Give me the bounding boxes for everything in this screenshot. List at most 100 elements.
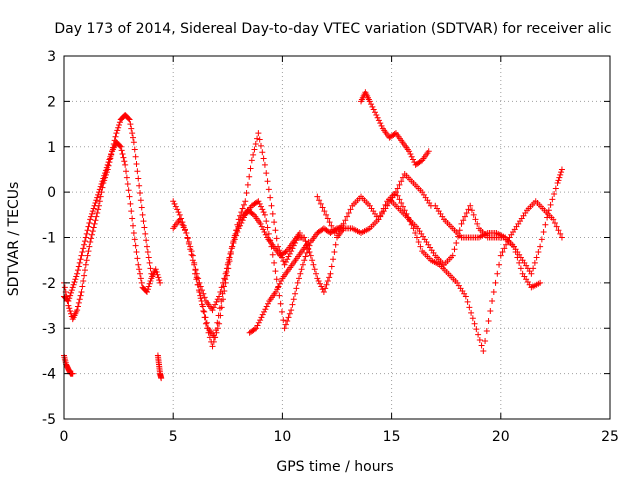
data-point — [280, 258, 287, 265]
data-point — [98, 180, 105, 187]
data-point — [269, 210, 276, 217]
data-point — [483, 327, 490, 334]
data-point — [109, 148, 116, 155]
data-point — [281, 325, 288, 332]
data-point — [81, 267, 88, 274]
data-point — [462, 293, 469, 300]
data-point — [134, 168, 141, 175]
data-point — [264, 224, 271, 231]
data-point — [84, 252, 91, 259]
data-point — [155, 274, 162, 281]
data-point — [464, 298, 471, 305]
data-point — [68, 287, 75, 294]
data-point — [74, 267, 81, 274]
data-point — [285, 253, 292, 260]
x-tick-label: 20 — [492, 429, 510, 445]
data-point — [81, 241, 88, 248]
data-point — [255, 319, 262, 326]
data-point — [282, 249, 289, 256]
data-point — [210, 304, 217, 311]
data-point — [118, 147, 125, 154]
data-point — [95, 206, 102, 213]
data-point — [180, 222, 187, 229]
data-point — [92, 200, 99, 207]
data-point — [185, 240, 192, 247]
data-point — [257, 203, 264, 210]
data-point — [112, 133, 119, 140]
data-point — [468, 207, 475, 214]
data-point — [73, 273, 80, 280]
series-segment-d — [154, 352, 165, 382]
data-point — [85, 248, 92, 255]
data-point — [330, 226, 337, 233]
data-point — [413, 234, 420, 241]
data-point — [145, 283, 152, 290]
data-point — [249, 210, 256, 217]
data-point — [239, 205, 246, 212]
data-point — [257, 220, 264, 227]
data-point — [124, 180, 131, 187]
data-point — [148, 270, 155, 277]
data-point — [425, 148, 432, 155]
data-point — [342, 217, 349, 224]
data-point — [227, 250, 234, 257]
data-point — [396, 181, 403, 188]
data-point — [264, 178, 271, 185]
y-tick-label: 0 — [47, 185, 56, 201]
data-point — [88, 235, 95, 242]
data-point — [138, 204, 145, 211]
data-point — [75, 299, 82, 306]
data-point — [288, 307, 295, 314]
data-point — [468, 309, 475, 316]
data-point — [153, 268, 160, 275]
data-point — [275, 283, 282, 290]
data-point — [512, 249, 519, 256]
data-point — [485, 317, 492, 324]
data-point — [228, 245, 235, 252]
data-point — [254, 322, 261, 329]
data-point — [133, 249, 140, 256]
data-point — [289, 301, 296, 308]
data-point — [407, 151, 414, 158]
data-point — [555, 227, 562, 234]
data-point — [214, 296, 221, 303]
data-point — [296, 229, 303, 236]
data-point — [76, 259, 83, 266]
data-point — [183, 229, 190, 236]
data-point — [558, 166, 565, 173]
data-point — [144, 249, 151, 256]
data-point — [262, 306, 269, 313]
data-point — [517, 265, 524, 272]
data-point — [461, 213, 468, 220]
data-point — [235, 223, 242, 230]
series-segment-c — [61, 352, 76, 377]
data-point — [456, 227, 463, 234]
data-point — [263, 303, 270, 310]
data-point — [460, 217, 467, 224]
y-tick-label: -4 — [42, 367, 56, 383]
data-point — [71, 278, 78, 285]
plot-frame — [63, 55, 611, 420]
chart-title: Day 173 of 2014, Sidereal Day-to-day VTE… — [54, 21, 611, 37]
series-segment-g — [192, 207, 303, 341]
y-tick-label: 2 — [47, 94, 56, 110]
data-point — [178, 215, 185, 222]
data-point — [197, 283, 204, 290]
data-point — [78, 252, 85, 259]
data-point — [67, 308, 74, 315]
data-point — [321, 208, 328, 215]
data-point — [256, 200, 263, 207]
data-point — [91, 202, 98, 209]
data-point — [129, 130, 136, 137]
x-tick-label: 25 — [601, 429, 619, 445]
data-point — [156, 277, 163, 284]
data-point — [297, 270, 304, 277]
data-point — [189, 257, 196, 264]
data-point — [181, 226, 188, 233]
data-point — [130, 139, 137, 146]
data-point — [276, 292, 283, 299]
data-point — [65, 298, 72, 305]
data-point — [281, 261, 288, 268]
data-point — [544, 214, 551, 221]
data-point — [86, 243, 93, 250]
